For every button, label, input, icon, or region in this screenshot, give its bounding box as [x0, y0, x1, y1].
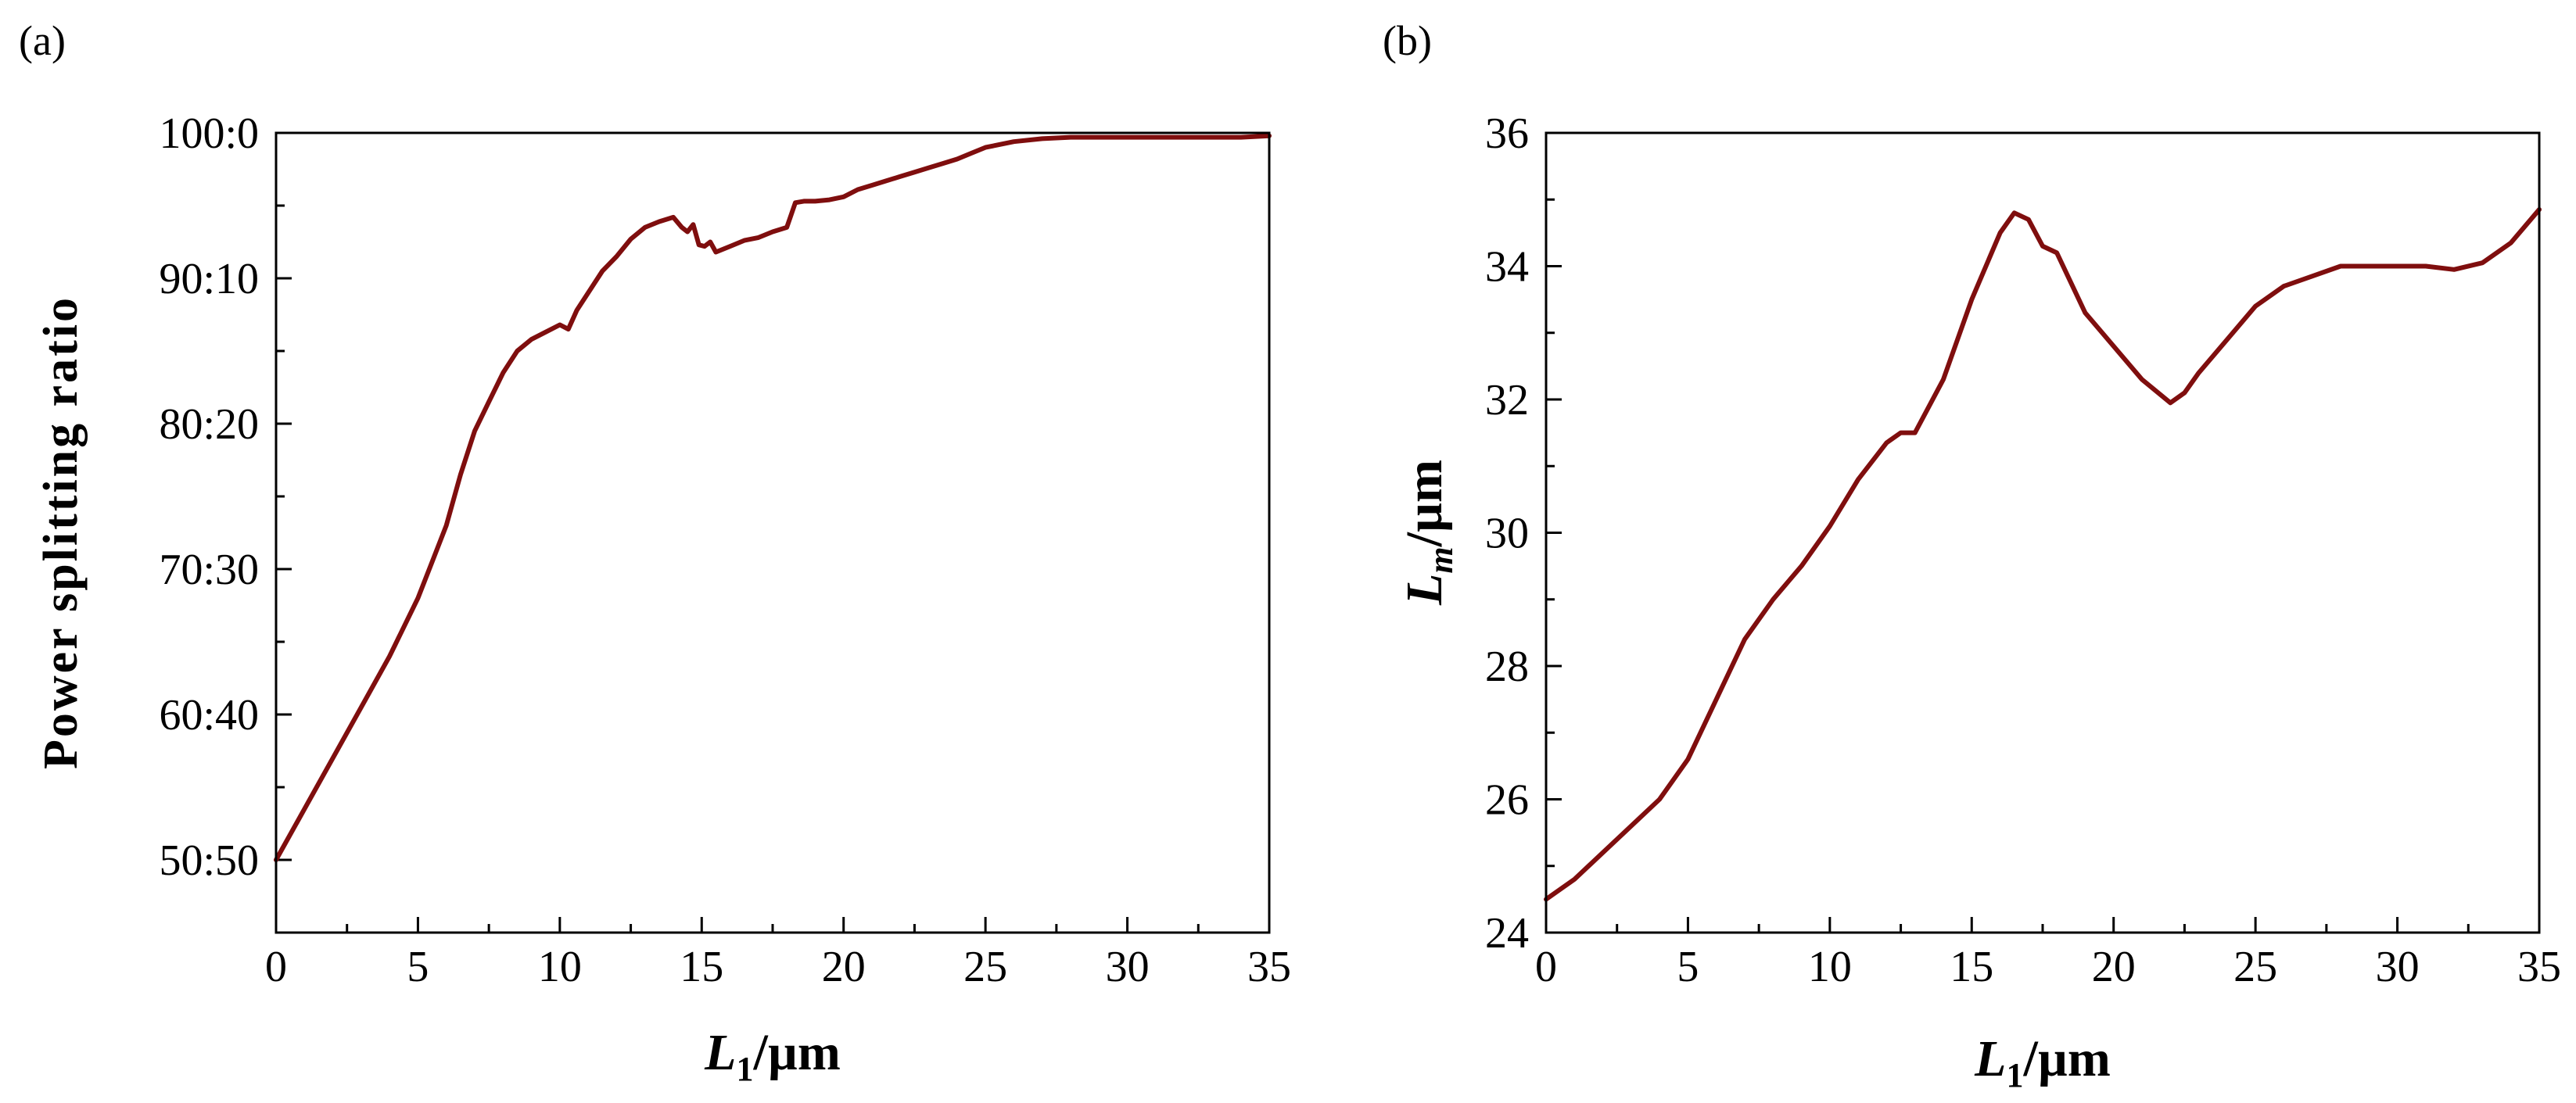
panel-b-y-axis-title: Lm/µm — [1396, 460, 1460, 606]
x-tick-label: 35 — [1247, 943, 1291, 991]
y-tick-label: 34 — [1485, 243, 1529, 292]
panel-b-plot-frame — [1545, 131, 2541, 934]
x-tick-label: 25 — [963, 943, 1007, 991]
panel-b: (b) 0 5 10 15 20 25 30 35 24 26 28 30 32 34 36 Lm/µm L… — [1383, 17, 2561, 1094]
y-tick-label: 24 — [1485, 909, 1529, 958]
y-tick-label: 70:30 — [159, 546, 259, 594]
y-tick-label: 60:40 — [159, 691, 259, 740]
panel-a-ticks: 0 5 10 15 20 25 30 35 50:50 60:40 70:30 80:20 90:10 1… — [159, 109, 1291, 991]
y-tick-label: 26 — [1485, 776, 1529, 825]
x-tick-label: 20 — [2092, 943, 2136, 991]
panel-b-label: (b) — [1383, 17, 1432, 64]
x-tick-label: 20 — [822, 943, 866, 991]
y-tick-label: 100:0 — [159, 109, 259, 158]
x-tick-label: 10 — [1808, 943, 1852, 991]
panel-b-ticks: 0 5 10 15 20 25 30 35 24 26 28 30 32 34 36 — [1485, 109, 2561, 991]
y-tick-label: 30 — [1485, 510, 1529, 558]
panel-a: (a) 0 5 10 15 20 25 30 35 50:50 60:40 70:30 80:20 90… — [19, 17, 1291, 1088]
x-tick-label: 35 — [2517, 943, 2561, 991]
panel-a-label: (a) — [19, 17, 66, 64]
panel-a-plot-frame — [274, 131, 1271, 934]
y-tick-label: 32 — [1485, 376, 1529, 424]
x-tick-label: 5 — [407, 943, 429, 991]
panel-b-data-line — [1544, 207, 2542, 902]
x-tick-label: 30 — [1106, 943, 1150, 991]
x-tick-label: 0 — [1535, 943, 1557, 991]
y-tick-label: 90:10 — [159, 255, 259, 303]
x-tick-label: 5 — [1677, 943, 1699, 991]
x-tick-label: 25 — [2233, 943, 2277, 991]
y-tick-label: 80:20 — [159, 400, 259, 449]
x-tick-label: 0 — [265, 943, 287, 991]
x-tick-label: 15 — [680, 943, 723, 991]
y-tick-label: 50:50 — [159, 836, 259, 885]
panel-a-y-axis-title: Power splitting ratio — [34, 295, 88, 769]
x-tick-label: 10 — [538, 943, 582, 991]
y-tick-label: 36 — [1485, 109, 1529, 158]
panel-a-data-line — [274, 133, 1272, 862]
x-tick-label: 30 — [2376, 943, 2420, 991]
y-tick-label: 28 — [1485, 643, 1529, 691]
panel-b-x-axis-title: L1/µm — [1974, 1030, 2111, 1094]
panel-a-x-axis-title: L1/µm — [704, 1024, 841, 1088]
x-tick-label: 15 — [1950, 943, 1993, 991]
